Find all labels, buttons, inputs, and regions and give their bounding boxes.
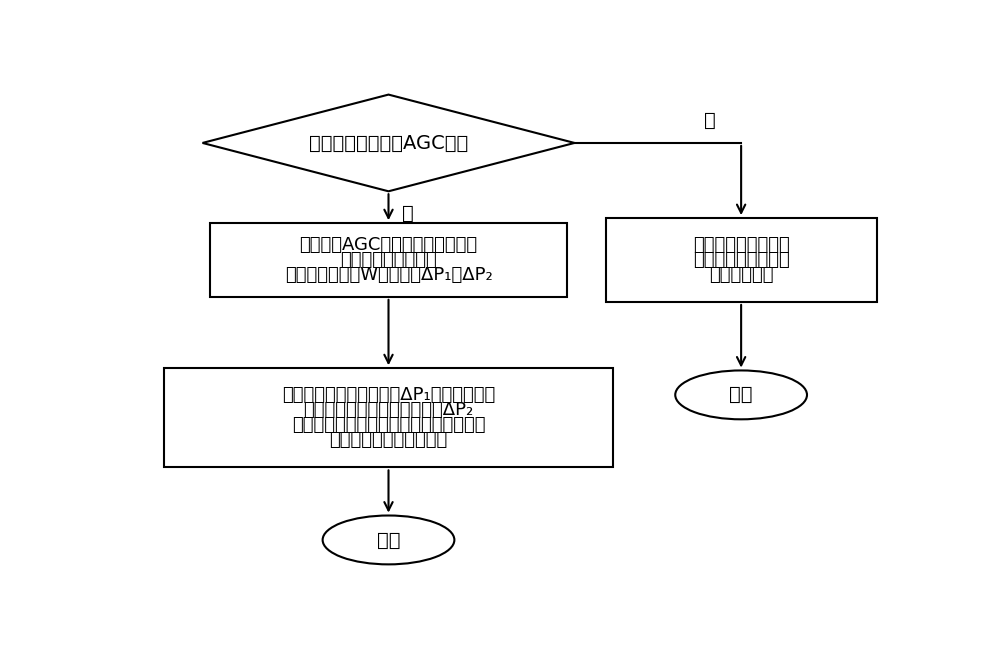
Text: 传递给汽机调节器的: 传递给汽机调节器的 <box>693 236 790 254</box>
Text: 结束: 结束 <box>729 385 753 405</box>
FancyBboxPatch shape <box>606 218 877 302</box>
Ellipse shape <box>323 516 454 564</box>
FancyBboxPatch shape <box>164 368 613 467</box>
Ellipse shape <box>675 370 807 419</box>
Text: 结束: 结束 <box>377 530 400 549</box>
Text: 否: 否 <box>704 111 716 130</box>
Text: 实际功率信号: 实际功率信号 <box>709 266 773 284</box>
Text: 由机组额定负荷W计算常量ΔP₁和ΔP₂: 由机组额定负荷W计算常量ΔP₁和ΔP₂ <box>285 266 492 284</box>
Text: 计算修正后的功率信号，并将修正后的功: 计算修正后的功率信号，并将修正后的功 <box>292 416 485 434</box>
Text: 判断功率指令偏差与常量ΔP₁的大小关系，: 判断功率指令偏差与常量ΔP₁的大小关系， <box>282 386 495 405</box>
Text: 然后根据判断结果并利用常量ΔP₂: 然后根据判断结果并利用常量ΔP₂ <box>303 401 474 419</box>
Text: 计算功率指令偏差；: 计算功率指令偏差； <box>340 251 437 269</box>
Polygon shape <box>203 95 574 191</box>
Text: 根据当前AGC指令和实际负荷指令: 根据当前AGC指令和实际负荷指令 <box>299 236 478 254</box>
Text: 判断机组是否投入AGC模式: 判断机组是否投入AGC模式 <box>309 134 468 153</box>
Text: 率信号传递给汽机调节器: 率信号传递给汽机调节器 <box>329 432 448 449</box>
Text: 功率信号仍为机组的: 功率信号仍为机组的 <box>693 251 790 269</box>
Text: 是: 是 <box>402 204 414 223</box>
FancyBboxPatch shape <box>210 223 567 297</box>
